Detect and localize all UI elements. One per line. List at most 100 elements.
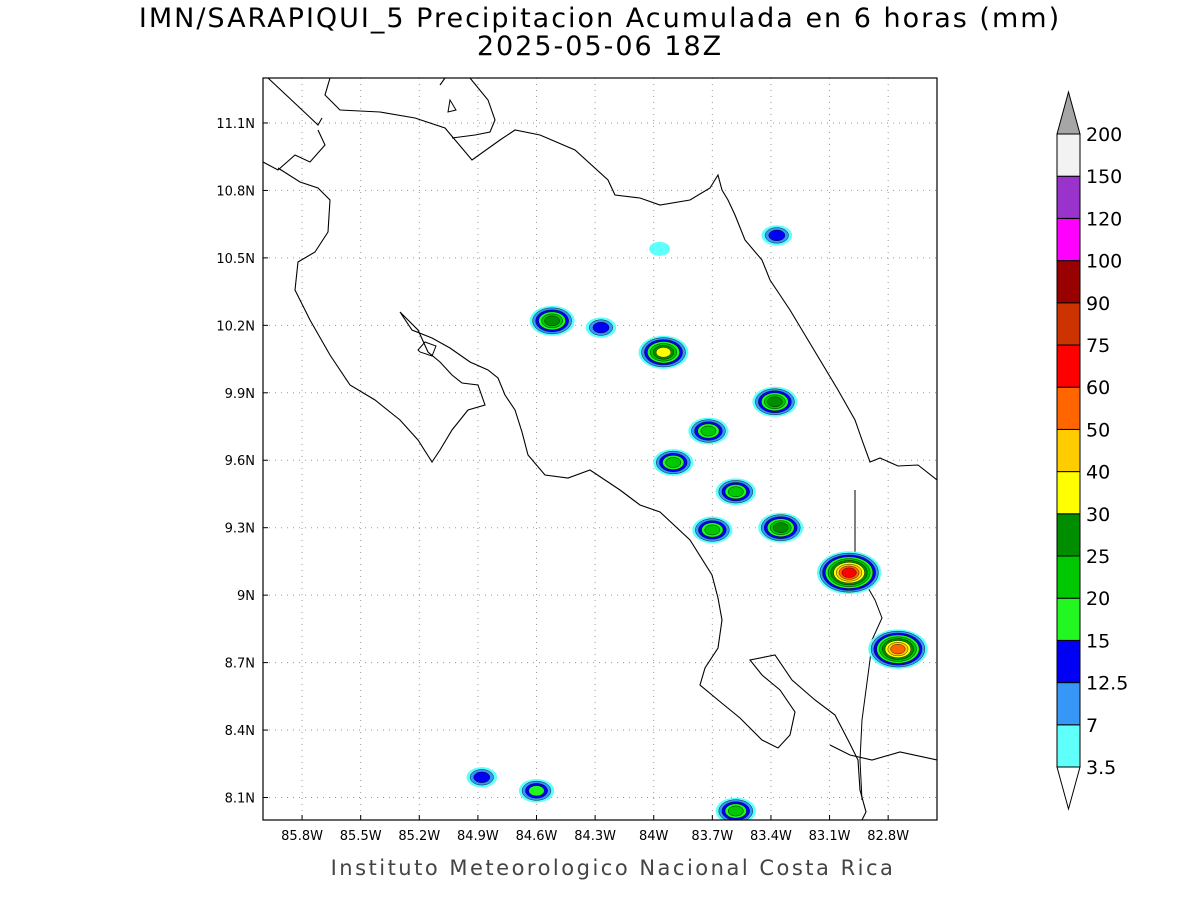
precip-contour: [773, 522, 789, 533]
colorbar-label: 7: [1086, 715, 1098, 737]
colorbar-label: 12.5: [1086, 673, 1128, 695]
colorbar-swatch: [1056, 344, 1081, 388]
lon-tick-label: 85.8W: [281, 829, 323, 844]
chart-subtitle: 2025-05-06 18Z: [476, 31, 724, 62]
colorbar-label: 30: [1086, 504, 1110, 526]
colorbar-label: 150: [1086, 166, 1122, 188]
precip-cell: [816, 551, 882, 595]
colorbar-swatch: [1056, 260, 1081, 304]
colorbar-swatch: [1056, 513, 1081, 557]
nicoya-inlet: [417, 98, 457, 357]
colorbar-label: 100: [1086, 251, 1122, 273]
colorbar-swatch: [1056, 175, 1081, 219]
lon-tick-label: 84.6W: [516, 829, 558, 844]
precip-contour: [592, 321, 610, 334]
colorbar-swatch: [1056, 555, 1081, 599]
colorbar-label: 75: [1086, 335, 1110, 357]
lat-tick-label: 8.1N: [225, 792, 255, 807]
lat-tick-label: 9.3N: [225, 522, 255, 537]
precip-contour: [655, 347, 672, 358]
colorbar-swatch: [1056, 682, 1081, 726]
precip-contour: [767, 396, 783, 407]
colorbar-swatch: [1056, 217, 1081, 262]
colorbar-label: 50: [1086, 419, 1110, 441]
colorbar-swatch: [1056, 428, 1081, 473]
lat-tick-label: 10.2N: [216, 319, 255, 334]
precip-contour: [473, 771, 491, 783]
lon-tick-label: 82.8W: [867, 829, 909, 844]
axis-ticks: 85.8W 85.5W 85.2W 84.9W 84.6W 84.3W 84W 83.7W 83…: [216, 117, 909, 844]
colorbar-label: 15: [1086, 630, 1110, 652]
lat-tick-label: 10.8N: [216, 184, 255, 199]
lon-tick-label: 84.3W: [574, 829, 616, 844]
precip-cell: [752, 386, 798, 417]
precip-cell: [868, 629, 928, 669]
nicaragua-cr-border: [263, 78, 446, 171]
colorbar-label: 90: [1086, 293, 1110, 315]
colorbar-swatch: [1056, 302, 1081, 346]
colorbar-label: 25: [1086, 546, 1110, 568]
precip-cell: [715, 797, 756, 820]
precip-contour: [649, 241, 671, 256]
precip-cell: [466, 767, 498, 788]
lat-tick-label: 8.7N: [225, 657, 255, 672]
precip-contour: [665, 457, 682, 468]
precip-contour: [890, 644, 906, 655]
colorbar-swatch: [1056, 386, 1081, 430]
precip-contour: [727, 805, 744, 817]
lat-tick-label: 9.6N: [225, 454, 255, 469]
colorbar-max-arrow: [1056, 90, 1081, 135]
precip-contour: [841, 567, 857, 578]
precip-contour: [700, 425, 717, 437]
lat-tick-label: 11.1N: [216, 117, 255, 132]
lon-tick-label: 83.4W: [750, 829, 792, 844]
lon-tick-label: 85.5W: [340, 829, 382, 844]
caribbean-nicaragua-coast: [324, 78, 937, 481]
colorbar-label: 120: [1086, 208, 1122, 230]
map-gridlines: [263, 78, 937, 820]
colorbar-label: 200: [1086, 124, 1122, 146]
precip-cell: [585, 317, 617, 338]
lon-tick-label: 84W: [639, 829, 669, 844]
lat-tick-label: 9N: [237, 589, 255, 604]
lat-tick-label: 9.9N: [225, 387, 255, 402]
chart-title: IMN/SARAPIQUI_5 Precipitacion Acumulada …: [138, 3, 1062, 34]
coastline-layer: [263, 78, 937, 820]
precip-contour: [528, 785, 545, 797]
precip-cell: [715, 478, 756, 506]
map-frame: [262, 77, 938, 821]
precip-contour: [544, 315, 560, 327]
precip-contour: [768, 229, 786, 241]
precip-cell: [653, 449, 694, 476]
colorbar: 3.5 7 12.5 15 20 25 30 40 50 60 75 90 100 120 150 200: [1056, 90, 1128, 811]
lat-tick-label: 8.4N: [225, 724, 255, 739]
colorbar-label: 20: [1086, 588, 1110, 610]
nicaragua-north-shore: [267, 78, 496, 139]
lon-tick-label: 83.1W: [809, 829, 851, 844]
colorbar-swatch: [1056, 471, 1081, 515]
precip-contour: [704, 524, 721, 536]
colorbar-swatch: [1056, 724, 1081, 768]
colorbar-min-arrow: [1056, 766, 1081, 811]
lat-tick-label: 10.5N: [216, 252, 255, 267]
colorbar-swatch: [1056, 639, 1081, 684]
credit-text: Instituto Meteorologico Nacional Costa R…: [330, 856, 896, 880]
colorbar-swatch: [1056, 133, 1081, 177]
lon-tick-label: 84.9W: [457, 829, 499, 844]
precip-cell: [688, 417, 729, 445]
colorbar-swatch: [1056, 597, 1081, 641]
precip-cell: [649, 241, 671, 256]
precipitation-layer: [466, 225, 928, 820]
precip-cell: [518, 778, 555, 803]
precip-cell: [761, 225, 793, 246]
colorbar-label: 3.5: [1086, 757, 1116, 779]
precip-cell: [529, 305, 575, 336]
lon-tick-label: 83.7W: [691, 829, 733, 844]
precip-cell: [758, 512, 804, 543]
pacific-coast: [277, 167, 867, 820]
lon-tick-label: 85.2W: [398, 829, 440, 844]
colorbar-label: 60: [1086, 377, 1110, 399]
osa-gulf-coast: [829, 744, 937, 761]
precip-contour: [727, 486, 744, 498]
